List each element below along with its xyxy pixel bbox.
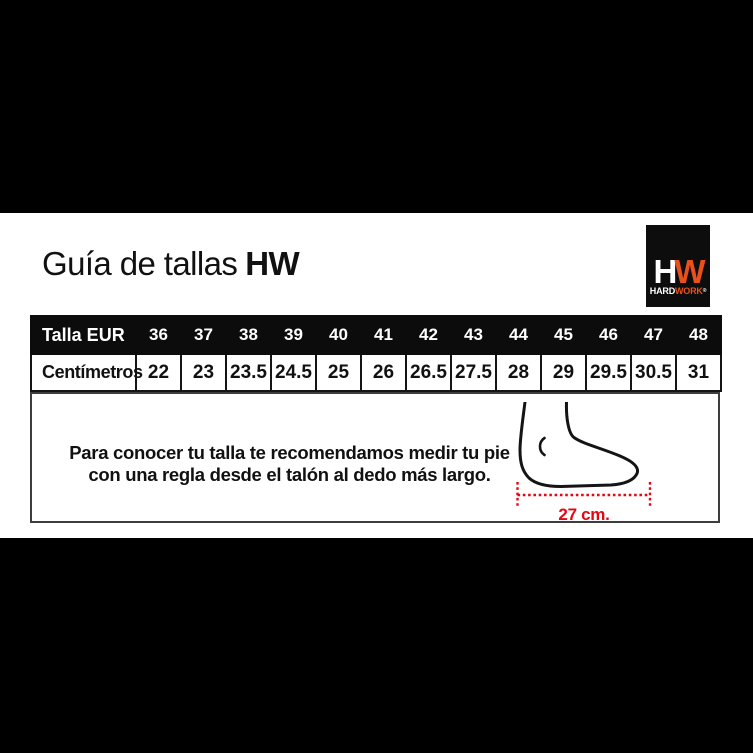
bottom-black-bar	[0, 538, 753, 753]
page-title-brand: HW	[245, 245, 300, 282]
size-cm-cell: 23	[180, 353, 227, 392]
ankle-bone-mark	[538, 436, 546, 457]
logo-word-work: WORK	[675, 286, 703, 296]
size-eur-cell: 46	[585, 315, 632, 355]
size-table-cm-row: Centímetros 22 23 23.5 24.5 25 26 26.5 27.5 28 29…	[30, 353, 722, 392]
foot-illustration: 27 cm.	[514, 402, 654, 525]
size-eur-cell: 42	[405, 315, 452, 355]
instructions-line-1: Para conocer tu talla te recomendamos me…	[69, 442, 510, 463]
size-cm-cell: 25	[315, 353, 362, 392]
size-table-row-label: Talla EUR	[30, 315, 137, 355]
size-eur-cell: 44	[495, 315, 542, 355]
cm-row-label: Centímetros	[30, 353, 143, 392]
hardwork-logo: HW HARDWORK®	[646, 225, 710, 307]
size-cm-cell: 22	[135, 353, 182, 392]
logo-registered-mark: ®	[702, 288, 707, 294]
instructions-text: Para conocer tu talla te recomendamos me…	[67, 442, 512, 486]
size-cm-cell: 29	[540, 353, 587, 392]
size-eur-cell: 43	[450, 315, 497, 355]
logo-letter-w: W	[674, 253, 705, 290]
size-cm-cell: 26.5	[405, 353, 452, 392]
page-title-regular: Guía de tallas	[42, 245, 238, 282]
logo-letter-h: H	[653, 253, 678, 290]
size-cm-cell: 30.5	[630, 353, 677, 392]
size-eur-cell: 36	[135, 315, 182, 355]
size-eur-cell: 37	[180, 315, 227, 355]
size-cm-cell: 26	[360, 353, 407, 392]
size-cm-cell: 28	[495, 353, 542, 392]
measurement-label: 27 cm.	[558, 505, 610, 524]
content-panel: Guía de tallas HW HW HARDWORK® Talla EUR …	[0, 213, 753, 538]
size-eur-cell: 45	[540, 315, 587, 355]
page-title: Guía de tallas HW	[42, 245, 300, 283]
measure-instructions-box: Para conocer tu talla te recomendamos me…	[30, 392, 720, 525]
size-eur-cell: 47	[630, 315, 677, 355]
instructions-line-2: con una regla desde el talón al dedo más…	[88, 464, 491, 485]
size-eur-cell: 41	[360, 315, 407, 355]
size-eur-cell: 40	[315, 315, 362, 355]
size-table: Talla EUR 36 37 38 39 40 41 42 43 44 45 46 47 48 Cen…	[30, 315, 722, 392]
size-eur-cell: 48	[675, 315, 722, 355]
size-cm-cell: 31	[675, 353, 722, 392]
size-cm-cell: 24.5	[270, 353, 317, 392]
measure-dotted-lines	[516, 482, 652, 508]
size-eur-cell: 39	[270, 315, 317, 355]
foot-outline	[518, 402, 640, 488]
size-table-header-row: Talla EUR 36 37 38 39 40 41 42 43 44 45 46 47 48	[30, 315, 722, 355]
size-cm-cell: 27.5	[450, 353, 497, 392]
size-eur-cell: 38	[225, 315, 272, 355]
top-black-bar	[0, 0, 753, 213]
foot-profile-icon	[516, 402, 652, 508]
logo-hw-monogram: HW	[654, 255, 706, 288]
size-cm-cell: 23.5	[225, 353, 272, 392]
logo-wordmark: HARDWORK®	[649, 286, 707, 296]
logo-word-hard: HARD	[649, 286, 675, 296]
size-cm-cell: 29.5	[585, 353, 632, 392]
